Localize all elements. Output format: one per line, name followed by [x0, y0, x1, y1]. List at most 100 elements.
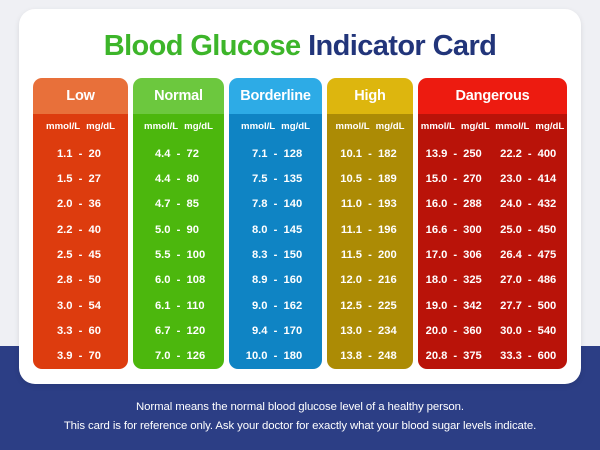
value-mgdl: 135 [283, 172, 303, 185]
value-mgdl: 80 [186, 172, 199, 185]
value-mgdl: 306 [463, 248, 482, 261]
value-mmol: 10.1 [340, 147, 362, 160]
glucose-column-dangerous: Dangerous mmol/L mg/dL mmol/L mg/dL 13.9-250 2… [418, 78, 567, 369]
glucose-card: Blood Glucose Indicator Card Low mmol/L mg… [19, 9, 581, 384]
value-mgdl: 40 [88, 223, 101, 236]
value-mgdl: 325 [463, 274, 482, 287]
value-mmol: 25.0 [500, 223, 522, 236]
value-separator-dash: - [453, 147, 458, 160]
value-pair: 24.0-432 [493, 198, 568, 210]
value-mgdl: 300 [463, 223, 482, 236]
units-pair: mmol/L mg/dL [133, 121, 224, 132]
value-mgdl: 126 [186, 350, 206, 363]
units-header-row-normal: mmol/L mg/dL [133, 121, 224, 141]
value-mgdl: 180 [283, 350, 303, 363]
value-pair: 27.7-500 [493, 300, 568, 312]
value-mgdl: 234 [378, 324, 397, 337]
value-pair: 33.3-600 [493, 350, 568, 362]
value-mmol: 11.1 [340, 223, 362, 236]
value-pair: 10.5-189 [327, 173, 413, 185]
value-pair: 6.1-110 [133, 300, 224, 312]
value-mmol: 3.3 [56, 324, 73, 337]
table-row: 11.0-193 [327, 192, 413, 217]
value-mmol: 20.0 [425, 324, 448, 337]
value-mgdl: 150 [283, 248, 303, 261]
value-separator-dash: - [368, 147, 372, 160]
value-separator-dash: - [527, 223, 532, 236]
table-row: 2.0-36 [33, 192, 128, 217]
unit-label-mmol: mmol/L [495, 121, 530, 132]
value-mgdl: 414 [537, 172, 557, 185]
table-row: 3.0-54 [33, 293, 128, 318]
value-separator-dash: - [273, 299, 278, 312]
data-rows-normal: 4.4-72 4.4-80 4.7-85 5.0-90 5.5-100 6.0-108 6.… [133, 141, 224, 369]
value-pair: 26.4-475 [493, 249, 568, 261]
value-mmol: 3.9 [56, 350, 73, 363]
table-row: 11.1-196 [327, 217, 413, 242]
value-separator-dash: - [453, 172, 458, 185]
value-pair: 8.0-145 [229, 224, 322, 236]
table-row: 2.2-40 [33, 217, 128, 242]
value-pair: 16.0-288 [418, 198, 493, 210]
value-pair: 25.0-450 [493, 224, 568, 236]
value-separator-dash: - [527, 147, 532, 160]
value-mmol: 33.3 [500, 350, 522, 363]
units-pair: mmol/L mg/dL [493, 121, 568, 132]
value-mmol: 15.0 [425, 172, 448, 185]
value-mgdl: 72 [186, 147, 199, 160]
value-mgdl: 475 [537, 248, 557, 261]
table-row: 15.0-270 23.0-414 [418, 166, 567, 191]
value-mmol: 7.8 [251, 198, 268, 211]
value-pair: 13.9-250 [418, 148, 493, 160]
value-mgdl: 375 [463, 350, 482, 363]
value-mmol: 16.6 [425, 223, 448, 236]
title-primary: Blood Glucose [103, 30, 301, 62]
value-pair: 2.8-50 [33, 274, 128, 286]
value-separator-dash: - [453, 198, 458, 211]
unit-label-mmol: mmol/L [241, 121, 276, 132]
value-mmol: 10.5 [340, 172, 362, 185]
value-pair: 6.0-108 [133, 274, 224, 286]
table-row: 5.5-100 [133, 242, 224, 267]
value-mmol: 13.9 [425, 147, 448, 160]
value-mmol: 23.0 [500, 172, 522, 185]
units-header-row-borderline: mmol/L mg/dL [229, 121, 322, 141]
table-row: 11.5-200 [327, 242, 413, 267]
data-rows-borderline: 7.1-128 7.5-135 7.8-140 8.0-145 8.3-150 8.9-1… [229, 141, 322, 369]
value-separator-dash: - [176, 248, 181, 261]
value-mmol: 20.8 [425, 350, 448, 363]
value-mgdl: 100 [186, 248, 206, 261]
value-mgdl: 140 [283, 198, 303, 211]
units-header-row-low: mmol/L mg/dL [33, 121, 128, 141]
value-mmol: 9.4 [251, 324, 268, 337]
value-mmol: 2.5 [56, 248, 73, 261]
glucose-column-high: High mmol/L mg/dL 10.1-182 10.5-189 11.0-193 1… [327, 78, 413, 369]
value-separator-dash: - [527, 248, 532, 261]
value-mmol: 10.0 [245, 350, 268, 363]
table-row: 5.0-90 [133, 217, 224, 242]
unit-label-mmol: mmol/L [144, 121, 179, 132]
value-mgdl: 70 [88, 350, 101, 363]
value-pair: 11.1-196 [327, 224, 413, 236]
value-separator-dash: - [273, 350, 278, 363]
table-row: 6.0-108 [133, 268, 224, 293]
value-pair: 20.0-360 [418, 325, 493, 337]
value-mgdl: 162 [283, 299, 303, 312]
value-mgdl: 90 [186, 223, 199, 236]
table-row: 8.3-150 [229, 242, 322, 267]
value-separator-dash: - [273, 147, 278, 160]
value-pair: 2.0-36 [33, 198, 128, 210]
value-mmol: 5.0 [154, 223, 171, 236]
table-row: 10.0-180 [229, 344, 322, 369]
value-separator-dash: - [527, 299, 532, 312]
title-secondary: Indicator Card [308, 30, 497, 62]
value-mmol: 7.0 [154, 350, 171, 363]
value-separator-dash: - [176, 223, 181, 236]
value-mgdl: 270 [463, 172, 482, 185]
glucose-column-low: Low mmol/L mg/dL 1.1-20 1.5-27 2.0-36 2.2-40 2.… [33, 78, 128, 369]
value-pair: 10.1-182 [327, 148, 413, 160]
value-pair: 3.9-70 [33, 350, 128, 362]
value-mgdl: 216 [378, 274, 397, 287]
units-pair: mmol/L mg/dL [418, 121, 493, 132]
glucose-column-normal: Normal mmol/L mg/dL 4.4-72 4.4-80 4.7-85 5.0-9… [133, 78, 224, 369]
